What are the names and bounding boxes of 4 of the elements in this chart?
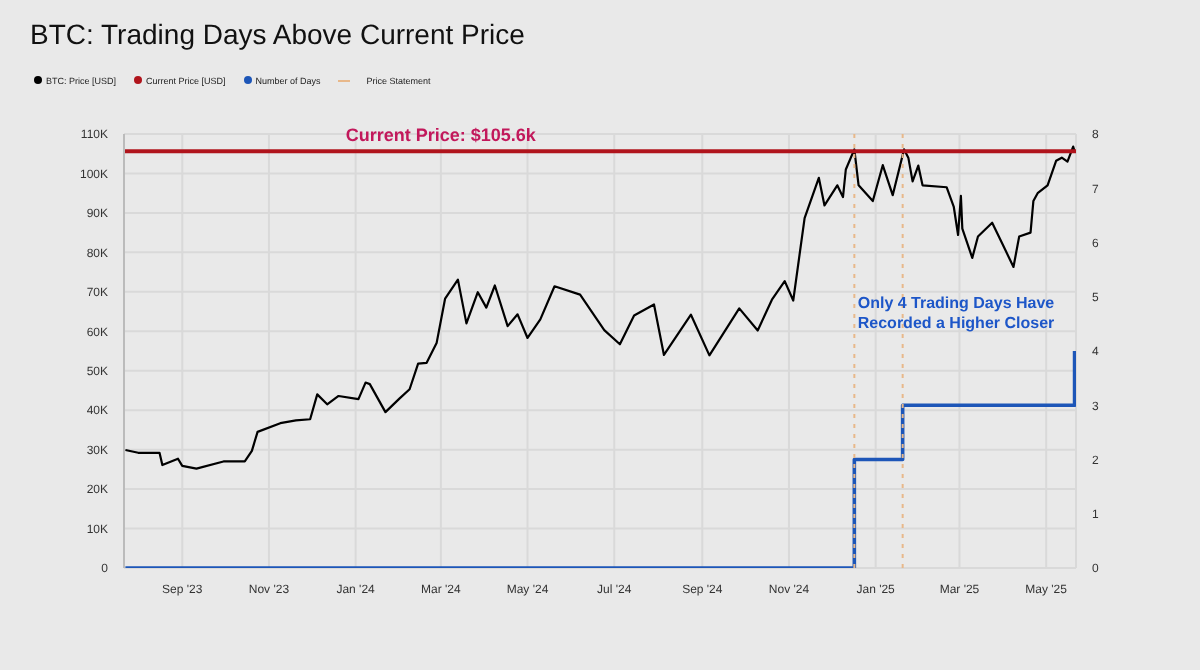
annotation: Only 4 Trading Days Have Recorded a Higher Closer bbox=[855, 294, 1057, 334]
chart-title: BTC: Trading Days Above Current Price bbox=[28, 16, 527, 54]
line-series bbox=[124, 145, 1076, 470]
annotation: Current Price: $105.6k bbox=[345, 125, 538, 146]
